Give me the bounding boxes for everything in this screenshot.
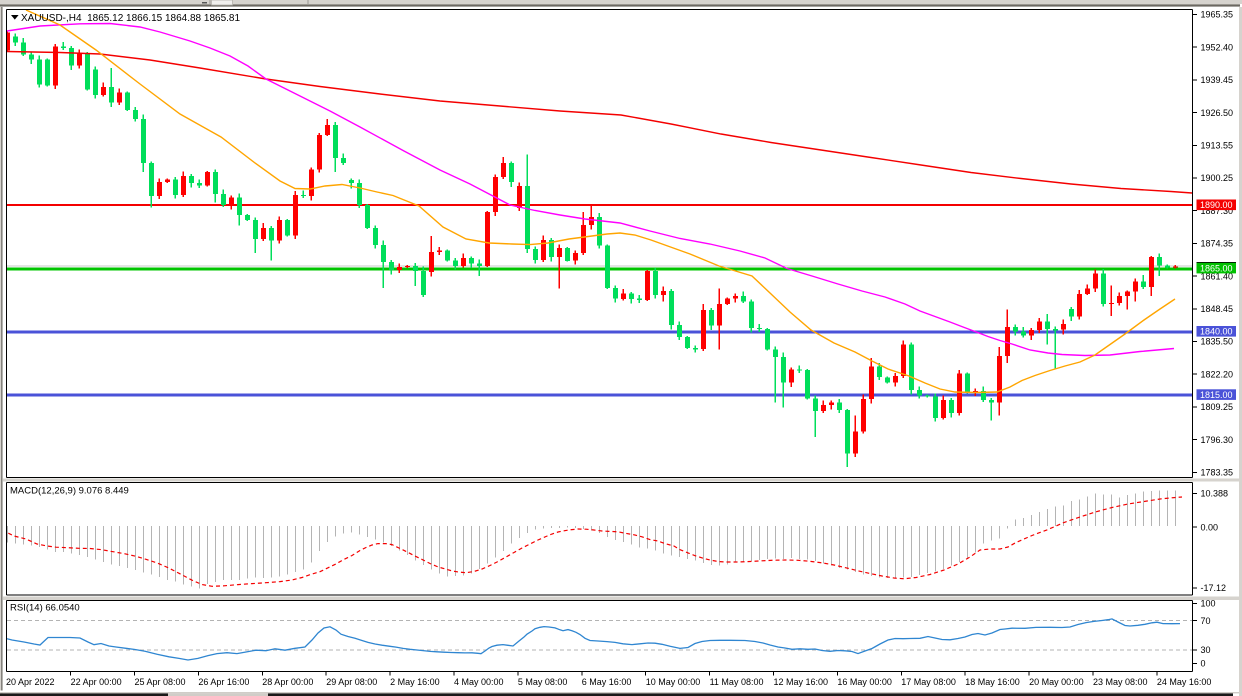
svg-text:1965.35: 1965.35 bbox=[1201, 10, 1234, 20]
svg-text:1865.00: 1865.00 bbox=[1200, 264, 1233, 274]
svg-text:10 May 00:00: 10 May 00:00 bbox=[646, 677, 701, 687]
svg-text:1939.45: 1939.45 bbox=[1201, 75, 1234, 85]
svg-text:20 May 00:00: 20 May 00:00 bbox=[1029, 677, 1084, 687]
svg-text:1926.50: 1926.50 bbox=[1201, 108, 1234, 118]
svg-text:24 May 16:00: 24 May 16:00 bbox=[1157, 677, 1212, 687]
svg-text:XAUUSD-,H4 1865.12 1866.15 18: XAUUSD-,H4 1865.12 1866.15 1864.88 1865.… bbox=[21, 13, 240, 24]
svg-text:1890.00: 1890.00 bbox=[1200, 200, 1233, 210]
svg-text:6 May 16:00: 6 May 16:00 bbox=[582, 677, 632, 687]
svg-text:1815.00: 1815.00 bbox=[1200, 390, 1233, 400]
svg-text:20 Apr 2022: 20 Apr 2022 bbox=[6, 677, 55, 687]
svg-text:1848.45: 1848.45 bbox=[1201, 304, 1234, 314]
svg-text:22 Apr 00:00: 22 Apr 00:00 bbox=[71, 677, 122, 687]
svg-text:1874.35: 1874.35 bbox=[1201, 239, 1234, 249]
svg-text:2 May 16:00: 2 May 16:00 bbox=[390, 677, 440, 687]
svg-text:1952.40: 1952.40 bbox=[1201, 42, 1234, 52]
svg-text:1796.30: 1796.30 bbox=[1201, 435, 1234, 445]
svg-text:0: 0 bbox=[1201, 659, 1206, 669]
svg-text:12 May 16:00: 12 May 16:00 bbox=[774, 677, 829, 687]
svg-text:28 Apr 00:00: 28 Apr 00:00 bbox=[262, 677, 313, 687]
svg-text:70: 70 bbox=[1201, 616, 1211, 626]
svg-text:10.388: 10.388 bbox=[1201, 489, 1229, 499]
svg-text:1809.25: 1809.25 bbox=[1201, 402, 1234, 412]
svg-text:5 May 08:00: 5 May 08:00 bbox=[518, 677, 568, 687]
svg-text:11 May 08:00: 11 May 08:00 bbox=[710, 677, 764, 687]
svg-text:1861.40: 1861.40 bbox=[1201, 271, 1234, 281]
svg-text:25 Apr 08:00: 25 Apr 08:00 bbox=[135, 677, 186, 687]
svg-text:1840.00: 1840.00 bbox=[1200, 327, 1233, 337]
svg-text:29 Apr 08:00: 29 Apr 08:00 bbox=[326, 677, 377, 687]
svg-text:1822.20: 1822.20 bbox=[1201, 369, 1234, 379]
svg-text:23 May 08:00: 23 May 08:00 bbox=[1093, 677, 1148, 687]
svg-text:16 May 00:00: 16 May 00:00 bbox=[837, 677, 892, 687]
svg-text:30: 30 bbox=[1201, 645, 1211, 655]
svg-text:26 Apr 16:00: 26 Apr 16:00 bbox=[198, 677, 249, 687]
svg-text:17 May 08:00: 17 May 08:00 bbox=[901, 677, 956, 687]
svg-text:1835.50: 1835.50 bbox=[1201, 337, 1234, 347]
svg-text:1783.35: 1783.35 bbox=[1201, 468, 1234, 478]
svg-text:MACD(12,26,9) 9.076 8.449: MACD(12,26,9) 9.076 8.449 bbox=[10, 486, 129, 497]
svg-text:4 May 00:00: 4 May 00:00 bbox=[454, 677, 504, 687]
svg-text:-17.12: -17.12 bbox=[1201, 583, 1227, 593]
svg-text:1913.55: 1913.55 bbox=[1201, 141, 1234, 151]
svg-text:18 May 16:00: 18 May 16:00 bbox=[965, 677, 1020, 687]
svg-text:1887.30: 1887.30 bbox=[1201, 206, 1234, 216]
svg-text:0.00: 0.00 bbox=[1201, 522, 1219, 532]
svg-text:100: 100 bbox=[1201, 599, 1216, 609]
svg-text:RSI(14) 66.0540: RSI(14) 66.0540 bbox=[10, 603, 80, 614]
svg-text:1900.25: 1900.25 bbox=[1201, 173, 1234, 183]
